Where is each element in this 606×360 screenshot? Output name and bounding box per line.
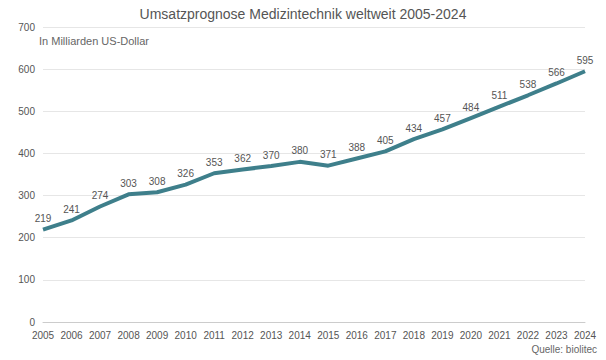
- svg-text:500: 500: [18, 106, 35, 117]
- svg-text:700: 700: [18, 22, 35, 33]
- svg-text:484: 484: [463, 102, 480, 113]
- svg-text:600: 600: [18, 64, 35, 75]
- svg-text:0: 0: [29, 317, 35, 328]
- svg-text:2005: 2005: [32, 330, 55, 341]
- svg-text:2024: 2024: [574, 330, 597, 341]
- svg-text:2022: 2022: [517, 330, 540, 341]
- svg-text:274: 274: [92, 190, 109, 201]
- svg-text:353: 353: [206, 157, 223, 168]
- svg-text:595: 595: [577, 55, 594, 66]
- svg-text:2013: 2013: [260, 330, 283, 341]
- svg-text:405: 405: [377, 135, 394, 146]
- svg-text:2021: 2021: [488, 330, 511, 341]
- svg-text:2009: 2009: [146, 330, 169, 341]
- svg-text:2006: 2006: [60, 330, 83, 341]
- svg-text:2012: 2012: [232, 330, 255, 341]
- svg-text:300: 300: [18, 190, 35, 201]
- svg-text:434: 434: [405, 123, 422, 134]
- svg-text:538: 538: [520, 79, 537, 90]
- svg-text:326: 326: [177, 168, 194, 179]
- svg-text:2008: 2008: [117, 330, 140, 341]
- svg-text:380: 380: [291, 145, 308, 156]
- svg-text:400: 400: [18, 148, 35, 159]
- svg-text:388: 388: [348, 142, 365, 153]
- svg-text:2019: 2019: [431, 330, 454, 341]
- svg-text:Umsatzprognose Medizintechnik: Umsatzprognose Medizintechnik weltweit 2…: [140, 6, 467, 22]
- svg-text:2018: 2018: [403, 330, 426, 341]
- svg-text:2016: 2016: [346, 330, 369, 341]
- svg-text:2020: 2020: [460, 330, 483, 341]
- svg-text:2023: 2023: [545, 330, 568, 341]
- svg-text:241: 241: [63, 204, 80, 215]
- svg-text:370: 370: [263, 150, 280, 161]
- svg-text:2011: 2011: [203, 330, 225, 341]
- svg-text:511: 511: [491, 90, 507, 101]
- svg-text:Quelle: biolitec: Quelle: biolitec: [531, 344, 597, 355]
- svg-text:362: 362: [234, 153, 251, 164]
- svg-text:371: 371: [320, 149, 337, 160]
- svg-text:566: 566: [548, 67, 565, 78]
- svg-text:303: 303: [120, 178, 137, 189]
- svg-text:In Milliarden US-Dollar: In Milliarden US-Dollar: [39, 35, 149, 47]
- svg-text:100: 100: [18, 274, 35, 285]
- svg-text:2007: 2007: [89, 330, 112, 341]
- svg-text:2015: 2015: [317, 330, 340, 341]
- svg-text:457: 457: [434, 113, 451, 124]
- svg-text:219: 219: [35, 213, 52, 224]
- svg-text:2017: 2017: [374, 330, 397, 341]
- svg-text:2014: 2014: [289, 330, 312, 341]
- svg-text:308: 308: [149, 176, 166, 187]
- svg-text:2010: 2010: [175, 330, 198, 341]
- svg-text:200: 200: [18, 232, 35, 243]
